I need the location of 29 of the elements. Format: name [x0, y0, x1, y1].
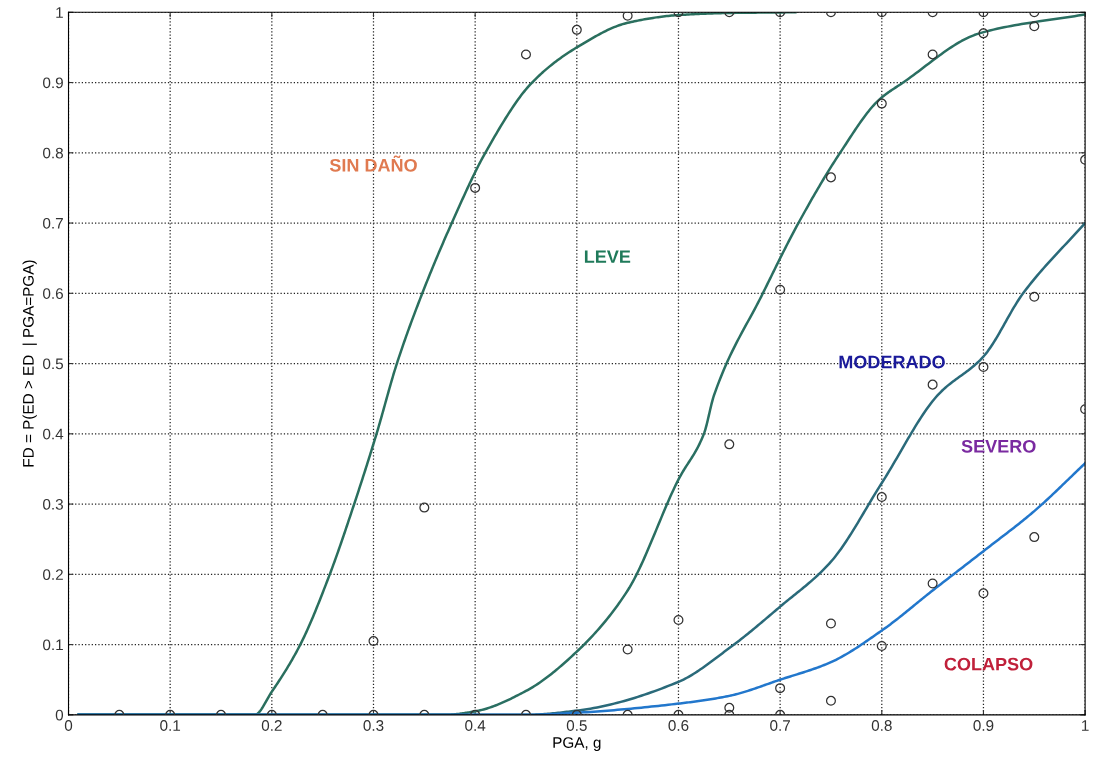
- x-tick-label: 0.9: [973, 720, 994, 731]
- x-tick-label: 0.7: [770, 720, 790, 731]
- x-tick-label: 1: [1082, 720, 1089, 731]
- x-tick-label: 0.5: [566, 720, 587, 731]
- y-tick-label: 0.8: [43, 147, 63, 159]
- x-tick-label: 0: [64, 720, 73, 731]
- x-tick-label: 0.2: [261, 720, 282, 731]
- annotation: LEVE: [584, 250, 631, 263]
- y-axis-title: FD = P(ED > ED | PGA=PGA): [22, 260, 37, 467]
- y-tick-label: 0: [55, 709, 64, 721]
- y-tick-label: 0.5: [43, 358, 64, 370]
- x-tick-label: 0.8: [871, 720, 892, 731]
- y-tick-label: 0.3: [43, 498, 63, 510]
- y-tick-label: 1: [56, 7, 63, 18]
- y-tick-label: 0.1: [43, 639, 63, 651]
- y-tick-label: 0.9: [43, 77, 63, 89]
- x-tick-label: 0.3: [363, 720, 384, 731]
- y-tick-label: 0.6: [43, 288, 63, 299]
- annotation: SIN DAÑO: [329, 155, 417, 172]
- x-tick-label: 0.4: [465, 720, 486, 731]
- x-tick-label: 0.1: [160, 720, 181, 731]
- annotation: SEVERO: [961, 439, 1036, 453]
- y-tick-label: 0.2: [43, 569, 63, 581]
- annotation: COLAPSO: [944, 657, 1033, 671]
- annotation: MODERADO: [839, 355, 945, 369]
- y-tick-label: 0.7: [43, 217, 63, 229]
- x-tick-label: 0.6: [668, 720, 689, 731]
- y-tick-label: 0.4: [43, 428, 64, 440]
- x-axis-title: PGA, g: [553, 737, 601, 751]
